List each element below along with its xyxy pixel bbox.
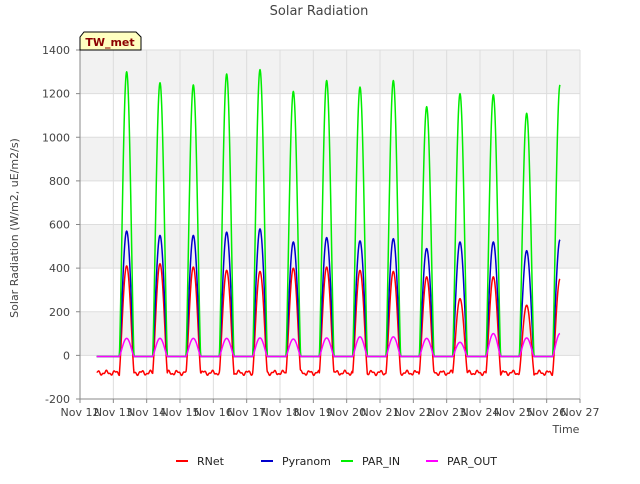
series-line-rnet: [96, 263, 561, 377]
x-tick-label: Nov 21: [361, 406, 400, 419]
y-tick-label: 600: [49, 219, 70, 232]
y-tick-label: 0: [63, 349, 70, 362]
x-tick-label: Nov 15: [161, 406, 200, 419]
x-tick-label: Nov 16: [194, 406, 233, 419]
series-lines: [96, 68, 561, 377]
badge: TW_met: [79, 31, 142, 51]
badge-label: TW_met: [85, 36, 134, 49]
legend: RNet Pyranom PAR_IN PAR_OUT: [176, 455, 497, 468]
x-tick-label: Nov 20: [327, 406, 366, 419]
legend-label: PAR_OUT: [447, 455, 497, 468]
x-tick-label: Nov 13: [94, 406, 133, 419]
x-tick-label: Nov 23: [427, 406, 466, 419]
x-tick-label: Nov 19: [294, 406, 333, 419]
x-tick-label: Nov 14: [127, 406, 166, 419]
x-tick-label: Nov 17: [227, 406, 266, 419]
y-tick-label: 1200: [42, 88, 70, 101]
y-tick-label: 1400: [42, 44, 70, 57]
y-tick-label: -200: [45, 393, 70, 406]
series-line-par-out: [96, 332, 561, 358]
x-axis-label: Time: [552, 423, 580, 436]
plot-band: [80, 50, 580, 94]
legend-label: PAR_IN: [362, 455, 400, 468]
y-tick-label: 800: [49, 175, 70, 188]
x-tick-label: Nov 24: [461, 406, 500, 419]
x-tick-label: Nov 22: [394, 406, 433, 419]
legend-label: Pyranom: [282, 455, 331, 468]
y-axis-label: Solar Radiation (W/m2, uE/m2/s): [8, 138, 21, 318]
x-tick-label: Nov 25: [494, 406, 533, 419]
x-tick-label: Nov 26: [527, 406, 566, 419]
x-tick-label: Nov 27: [561, 406, 600, 419]
x-tick-label: Nov 12: [61, 406, 100, 419]
y-tick-label: 400: [49, 262, 70, 275]
legend-label: RNet: [197, 455, 225, 468]
chart-title: Solar Radiation: [270, 4, 369, 19]
badge-shape: [79, 31, 142, 51]
y-tick-label: 200: [49, 306, 70, 319]
y-tick-label: 1000: [42, 131, 70, 144]
x-tick-label: Nov 18: [261, 406, 300, 419]
